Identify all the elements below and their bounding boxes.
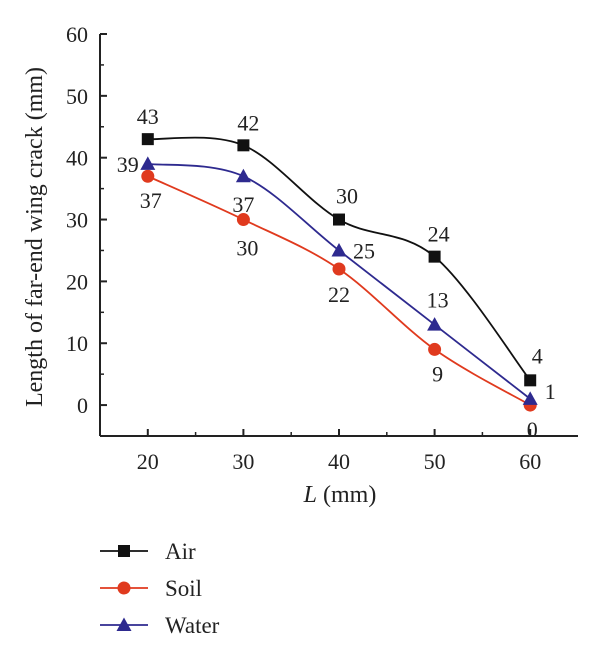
data-point-water: [427, 317, 443, 331]
data-label-soil: 9: [432, 361, 443, 386]
legend-label-water: Water: [165, 613, 220, 638]
x-tick-label: 50: [424, 449, 446, 474]
data-label-soil: 30: [236, 236, 258, 261]
legend-label-soil: Soil: [165, 576, 202, 601]
data-label-air: 30: [336, 184, 358, 209]
data-point-air: [524, 374, 537, 387]
y-tick-label: 40: [66, 146, 88, 171]
legend: Air Soil Water: [100, 539, 220, 638]
data-label-soil: 22: [328, 282, 350, 307]
y-tick-label: 50: [66, 84, 88, 109]
y-axis-title: Length of far-end wing crack (mm): [22, 67, 48, 407]
y-tick-label: 20: [66, 269, 88, 294]
data-label-soil: 37: [140, 188, 162, 213]
legend-item-water: Water: [100, 613, 220, 638]
y-tick-label: 60: [66, 22, 88, 47]
data-label-water: 39: [117, 152, 139, 177]
data-point-water: [235, 168, 251, 183]
data-point-soil: [332, 262, 346, 276]
data-point-soil: [236, 213, 250, 227]
data-point-water: [331, 242, 347, 257]
series-line-air: [147, 136, 531, 381]
legend-marker-water: [116, 617, 132, 631]
data-point-soil: [428, 342, 442, 356]
data-label-air: 43: [137, 104, 159, 129]
x-axis-title: L (mm): [303, 482, 377, 508]
legend-marker-air: [118, 545, 130, 557]
data-point-air: [428, 250, 441, 263]
data-point-air: [141, 133, 154, 146]
data-label-water: 25: [353, 238, 375, 263]
x-tick-label: 20: [137, 449, 159, 474]
data-label-air: 24: [428, 222, 450, 247]
legend-marker-soil: [117, 581, 131, 595]
y-tick-label: 0: [77, 393, 88, 418]
x-tick-label: 40: [328, 449, 350, 474]
data-label-air: 4: [532, 343, 543, 368]
x-tick-label: 30: [232, 449, 254, 474]
legend-item-air: Air: [100, 539, 196, 564]
data-point-water: [140, 156, 156, 170]
series-group: [140, 133, 538, 412]
data-label-water: 1: [545, 379, 556, 404]
data-label-air: 42: [237, 110, 259, 135]
data-label-water: 37: [232, 192, 254, 217]
y-tick-label: 10: [66, 331, 88, 356]
data-point-air: [333, 213, 345, 226]
x-tick-label: 60: [519, 449, 541, 474]
x-axis-title-variable: L: [303, 482, 317, 508]
series-water: [140, 156, 538, 405]
data-point-water: [522, 391, 538, 405]
x-axis-title-unit: (mm): [317, 482, 376, 508]
data-point-air: [237, 139, 250, 152]
legend-label-air: Air: [165, 539, 196, 564]
y-tick-label: 30: [66, 208, 88, 233]
data-label-water: 13: [427, 288, 449, 313]
data-point-soil: [141, 169, 155, 183]
series-air: [141, 133, 537, 387]
data-label-soil: 0: [527, 417, 538, 442]
legend-item-soil: Soil: [100, 576, 202, 601]
